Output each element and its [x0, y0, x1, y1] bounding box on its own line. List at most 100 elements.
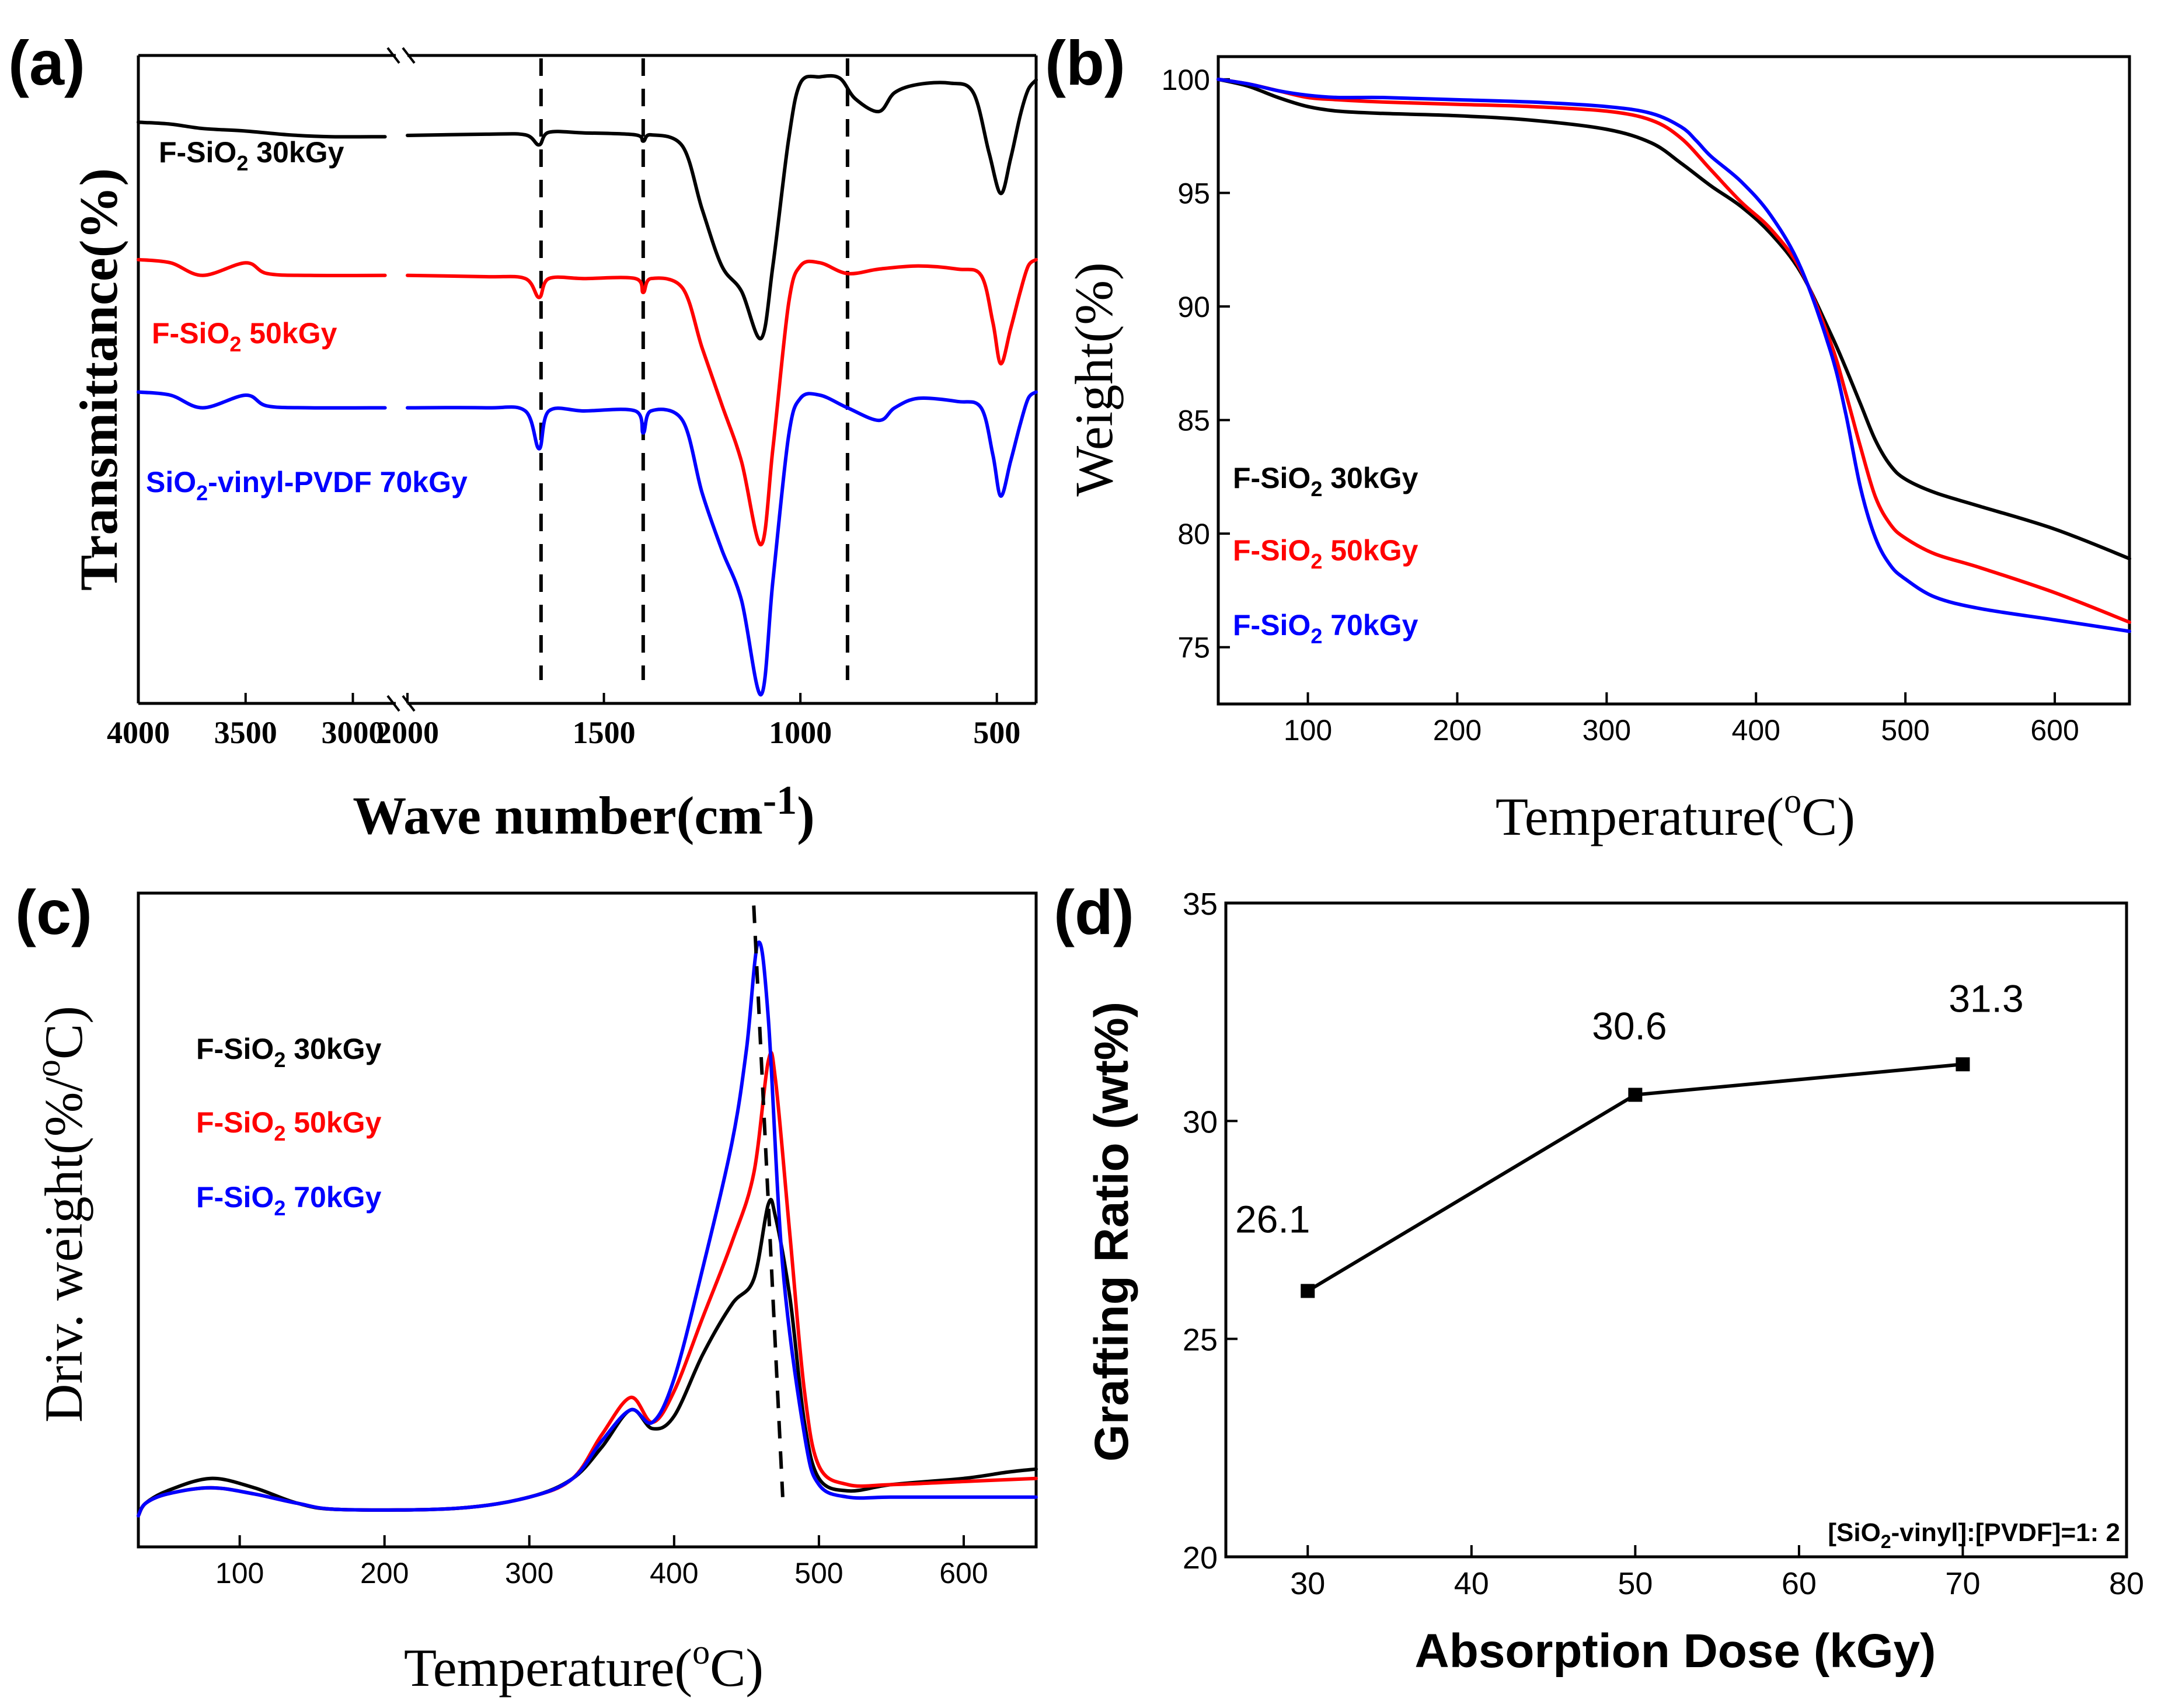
y-tick-label: 85 — [1177, 405, 1210, 437]
panel-a-x-axis-label-close: ) — [797, 786, 815, 845]
x-tick-label: 200 — [1433, 714, 1482, 747]
y-tick-label: 35 — [1183, 887, 1218, 922]
data-point-marker — [1628, 1087, 1643, 1102]
x-tick-label: 600 — [939, 1557, 988, 1590]
panel-a-y-axis-label: Transmittance(%) — [69, 168, 128, 591]
panel-b-ticks: 100 200 300 400 500 600 75 80 85 90 95 100 — [1162, 64, 2079, 747]
panel-a-legend-30kgy: F-SiO2 30kGy — [159, 136, 344, 175]
panel-a-dashed-markers — [539, 58, 849, 680]
panel-c-plot-frame — [137, 891, 1038, 1549]
panel-d-plot-frame — [1224, 901, 2128, 1559]
panel-c-y-axis-label-close: C) — [34, 1006, 93, 1059]
panel-d-y-axis-label: Grafting Ratio (wt%) — [1085, 1002, 1138, 1462]
series-line — [1217, 77, 2131, 633]
panel-d-annotation: [SiO2-vinyl]:[PVDF]=1: 2 — [1828, 1518, 2120, 1552]
y-tick-label: 25 — [1183, 1323, 1218, 1358]
series-line — [406, 390, 1038, 697]
legend-text-rest: 50kGy — [1322, 534, 1418, 567]
panel-a-label: (a) — [8, 27, 85, 98]
x-tick-label: 3500 — [214, 715, 277, 750]
panel-d: (d) 30 40 50 60 70 80 20 25 30 35 26.1 30.6 31.3 Gr… — [1054, 877, 2144, 1678]
panel-c-y-axis-label-main: Driv. weight(%/ — [34, 1077, 93, 1423]
panel-a-legend-50kgy: F-SiO2 50kGy — [152, 317, 337, 356]
panel-b-legend-50kgy: F-SiO2 50kGy — [1233, 534, 1418, 573]
panel-a-x-axis-label-sup: -1 — [763, 778, 797, 823]
legend-text-rest: 70kGy — [285, 1181, 381, 1214]
x-tick-label: 400 — [1732, 714, 1780, 747]
dashed-line — [752, 905, 785, 1497]
panel-b-series — [1217, 77, 2131, 633]
series-line — [137, 940, 1038, 1518]
panel-a-break-top — [386, 47, 416, 64]
panel-c-x-axis-label: Temperature(oC) — [404, 1633, 764, 1697]
legend-subscript: 2 — [1310, 549, 1322, 573]
x-tick-label: 1000 — [769, 715, 832, 750]
panel-c-dashed-marker — [752, 905, 785, 1497]
panel-c: (c) 100 200 300 400 500 600 Driv. weight(%/oC… — [15, 877, 1038, 1697]
legend-text: F-SiO — [1233, 462, 1310, 494]
legend-text: F-SiO — [196, 1033, 274, 1065]
x-tick-label: 50 — [1618, 1566, 1653, 1601]
panel-a-series — [137, 74, 1038, 697]
legend-subscript: 2 — [229, 332, 241, 356]
annotation-subscript: 2 — [1881, 1531, 1891, 1552]
annotation-text: [SiO — [1828, 1518, 1880, 1547]
series-line — [137, 120, 387, 139]
x-tick-label: 600 — [2030, 714, 2079, 747]
panel-b-label: (b) — [1045, 27, 1125, 98]
panel-b-x-axis-label-sup: o — [1784, 782, 1801, 820]
data-point-marker — [1956, 1057, 1970, 1072]
legend-subscript: 2 — [1310, 624, 1322, 648]
panel-b-legend: F-SiO2 30kGy F-SiO2 50kGy F-SiO2 70kGy — [1233, 462, 1418, 648]
panel-c-legend: F-SiO2 30kGy F-SiO2 50kGy F-SiO2 70kGy — [196, 1033, 382, 1220]
legend-text-rest: -vinyl-PVDF 70kGy — [208, 466, 468, 499]
panel-d-label: (d) — [1054, 877, 1134, 947]
panel-d-series: 26.1 30.6 31.3 — [1235, 977, 2024, 1298]
panel-c-label: (c) — [15, 877, 92, 947]
panel-c-legend-50kgy: F-SiO2 50kGy — [196, 1106, 382, 1145]
panel-c-x-axis-label-main: Temperature( — [404, 1638, 692, 1697]
data-label: 31.3 — [1949, 977, 2023, 1020]
series-line — [1217, 77, 2131, 560]
legend-text-rest: 30kGy — [248, 136, 344, 169]
panel-c-legend-30kgy: F-SiO2 30kGy — [196, 1033, 382, 1072]
annotation-text-rest: -vinyl]:[PVDF]=1: 2 — [1891, 1518, 2120, 1547]
series-line — [137, 257, 387, 278]
x-tick-label: 80 — [2109, 1566, 2144, 1601]
panel-b-x-axis-label: Temperature(oC) — [1496, 782, 1855, 846]
legend-text: F-SiO — [159, 136, 236, 169]
x-tick-label: 40 — [1454, 1566, 1489, 1601]
x-tick-label: 70 — [1945, 1566, 1980, 1601]
legend-subscript: 2 — [274, 1196, 285, 1220]
series-line — [406, 74, 1038, 341]
series-line — [1217, 77, 2131, 624]
x-tick-label: 500 — [973, 715, 1020, 750]
series-line — [406, 257, 1038, 547]
x-tick-label: 4000 — [107, 715, 170, 750]
x-tick-label: 2000 — [376, 715, 439, 750]
x-tick-label: 30 — [1290, 1566, 1325, 1601]
panel-b-legend-30kgy: F-SiO2 30kGy — [1233, 462, 1418, 501]
legend-text: F-SiO — [1233, 534, 1310, 567]
legend-text: F-SiO — [152, 317, 229, 350]
legend-subscript: 2 — [274, 1121, 285, 1145]
legend-text-rest: 70kGy — [1322, 609, 1418, 642]
x-tick-label: 500 — [794, 1557, 843, 1590]
x-tick-label: 3000 — [322, 715, 385, 750]
legend-text: SiO — [146, 466, 196, 499]
panel-c-y-axis-label: Driv. weight(%/oC) — [29, 1006, 93, 1423]
data-label: 30.6 — [1592, 1005, 1667, 1048]
x-tick-label: 1500 — [573, 715, 636, 750]
panel-d-x-axis-label: Absorption Dose (kGy) — [1415, 1625, 1936, 1678]
panel-b-legend-70kgy: F-SiO2 70kGy — [1233, 609, 1418, 648]
panel-c-ticks: 100 200 300 400 500 600 — [215, 1535, 988, 1590]
legend-subscript: 2 — [1310, 477, 1322, 501]
legend-text: F-SiO — [1233, 609, 1310, 642]
legend-text: F-SiO — [196, 1106, 274, 1139]
x-tick-label: 200 — [360, 1557, 409, 1590]
y-tick-label: 100 — [1162, 64, 1210, 96]
legend-text-rest: 30kGy — [1322, 462, 1418, 494]
